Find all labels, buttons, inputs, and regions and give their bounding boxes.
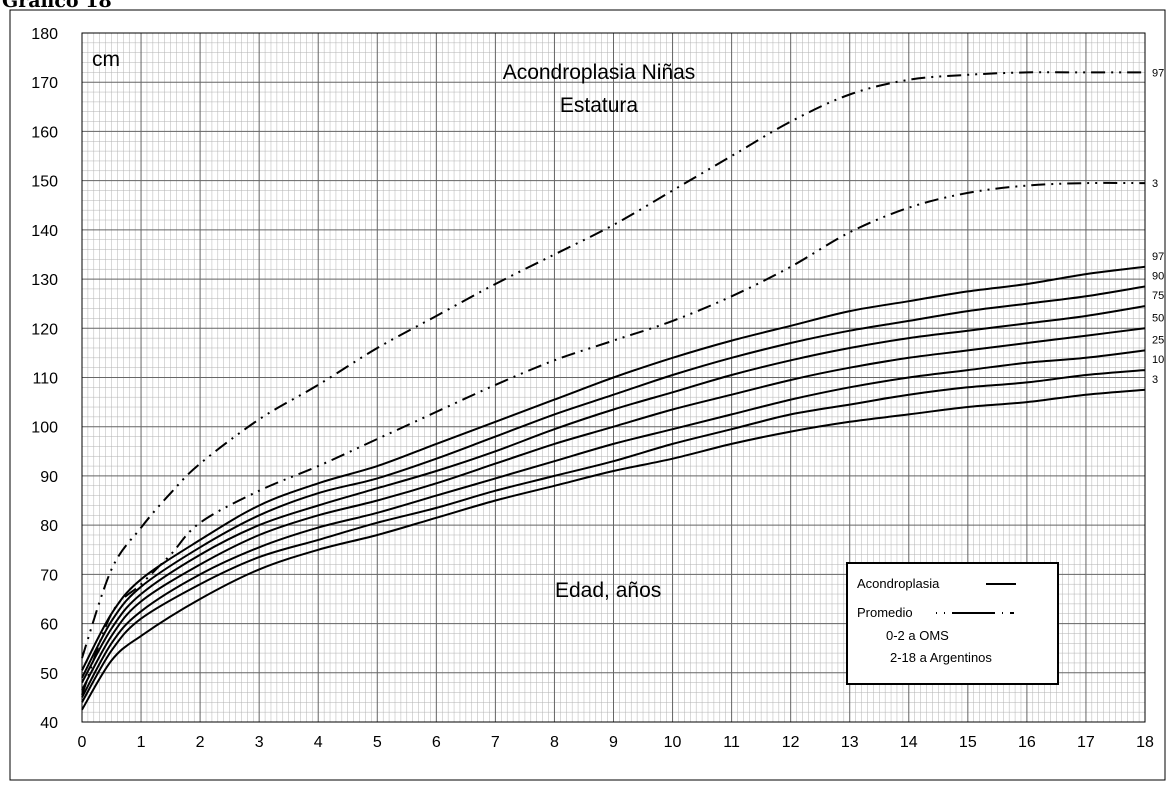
x-tick-label: 5 [373,734,382,751]
y-tick-label: 70 [40,567,58,584]
legend-swatch-solid [986,583,1016,585]
achondroplasia-line-p10 [81,369,1146,703]
achondroplasia-label-p50: 50 [1152,312,1164,324]
x-tick-label: 6 [432,734,441,751]
legend-label-average: Promedio [857,605,913,620]
achondroplasia-label-p75: 75 [1152,290,1164,302]
x-tick-label: 2 [196,734,205,751]
x-tick-label: 8 [550,734,559,751]
x-tick-label: 10 [664,734,682,751]
achondroplasia-line-p25 [81,349,1146,698]
x-tick-label: 11 [723,734,740,751]
achondroplasia-line-p50 [81,327,1146,691]
x-tick-label: 17 [1077,734,1095,751]
legend-note-argentinos: 2-18 a Argentinos [890,650,992,665]
x-tick-label: 15 [959,734,977,751]
y-tick-label: 60 [40,617,58,634]
y-tick-label: 120 [31,321,58,338]
average-line-p97 [81,71,1145,659]
achondroplasia-line-p75 [81,305,1146,684]
legend-item-achondroplasia: Acondroplasia [857,576,939,591]
x-tick-label: 14 [900,734,918,751]
y-tick-label: 50 [40,666,58,683]
x-tick-label: 7 [491,734,500,751]
y-tick-label: 140 [31,223,58,240]
y-tick-label: 90 [40,469,58,486]
x-tick-label: 4 [314,734,323,751]
average-label-p97: 97 [1152,67,1164,79]
plot-area-border [81,32,1146,723]
legend-swatch-dash-dot [936,612,1014,614]
chart-title: Acondroplasia Niñas [503,61,696,84]
average-label-p3: 3 [1152,178,1158,190]
x-tick-label: 18 [1136,734,1154,751]
achondroplasia-label-p25: 25 [1152,334,1164,346]
x-tick-label: 0 [78,734,87,751]
x-axis-tick-labels: 0 1 2 3 4 5 6 7 8 9 10 11 12 13 14 15 16 17 18 [78,734,1154,751]
achondroplasia-label-p97: 97 [1152,251,1164,263]
achondroplasia-line-p90 [81,285,1146,679]
x-tick-label: 12 [782,734,800,751]
y-tick-label: 160 [31,124,58,141]
series-end-labels: 97 90 75 50 25 10 3 97 3 [1152,67,1164,385]
y-tick-label: 130 [31,272,58,289]
series-layer [81,71,1146,711]
achondroplasia-line-p97 [81,265,1146,671]
page-heading: Gráfico 18 [2,0,112,12]
y-axis-tick-labels: 40 50 60 70 80 90 100 110 120 130 140 150 160 170 180 [31,26,58,732]
y-tick-label: 150 [31,174,58,191]
x-tick-label: 13 [841,734,859,751]
x-tick-label: 16 [1018,734,1036,751]
y-tick-label: 40 [40,715,58,732]
achondroplasia-label-p3: 3 [1152,374,1158,386]
x-tick-label: 1 [137,734,146,751]
achondroplasia-line-p3 [81,388,1146,711]
y-tick-label: 170 [31,75,58,92]
y-tick-label: 100 [31,420,58,437]
y-tick-label: 110 [32,371,58,388]
x-tick-label: 3 [255,734,264,751]
chart-subtitle: Estatura [560,94,639,117]
legend: Acondroplasia Promedio 0-2 a OMS 2-18 a … [846,562,1059,685]
legend-label-achondroplasia: Acondroplasia [857,576,940,591]
legend-item-average: Promedio [857,605,913,620]
legend-note-oms: 0-2 a OMS [886,628,949,643]
average-line-p3 [81,181,1146,696]
achondroplasia-label-p90: 90 [1152,270,1164,282]
x-tick-label: 9 [609,734,618,751]
achondroplasia-label-p10: 10 [1152,354,1164,366]
y-tick-label: 80 [40,518,58,535]
x-axis-label: Edad, años [555,579,661,602]
y-tick-label: 180 [31,26,58,43]
y-axis-label: cm [92,48,120,71]
